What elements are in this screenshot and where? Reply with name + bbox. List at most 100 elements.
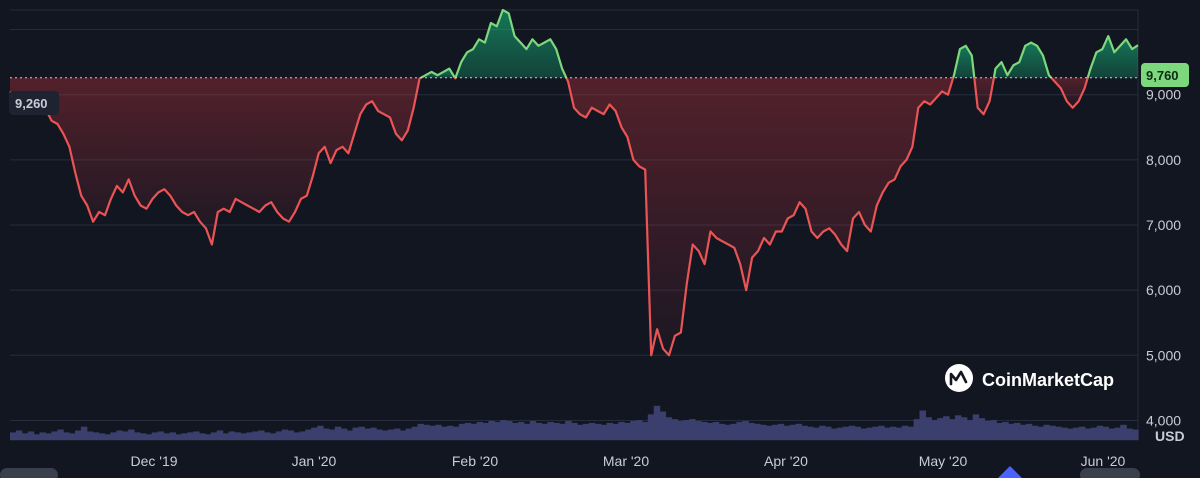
volume-bar bbox=[618, 421, 625, 440]
volume-bar bbox=[700, 421, 708, 440]
volume-bar bbox=[411, 426, 419, 440]
volume-bar bbox=[641, 421, 649, 440]
volume-bar bbox=[1078, 426, 1086, 440]
price-areas bbox=[10, 10, 1138, 356]
x-tick-label: Jan '20 bbox=[292, 453, 337, 469]
y-tick-label: 6,000 bbox=[1146, 282, 1181, 298]
range-scroll-right-handle[interactable] bbox=[1080, 468, 1140, 478]
volume-bar bbox=[500, 420, 507, 440]
volume-bar bbox=[1013, 422, 1021, 440]
volume-bar bbox=[110, 432, 117, 440]
volume-bar bbox=[175, 434, 182, 440]
volume-bar bbox=[565, 421, 572, 440]
volume-bar bbox=[305, 429, 312, 440]
volume-bar bbox=[884, 427, 891, 440]
volume-bar bbox=[1037, 426, 1045, 440]
volume-bar bbox=[240, 433, 247, 440]
volume-bar bbox=[671, 419, 678, 440]
volume-bar bbox=[216, 430, 224, 440]
volume-bar bbox=[128, 429, 135, 440]
volume-bar bbox=[919, 410, 926, 440]
y-tick-label: 7,000 bbox=[1146, 217, 1181, 233]
volume-unit-label: USD bbox=[1155, 428, 1185, 444]
volume-bar bbox=[1073, 427, 1080, 440]
volume-bar bbox=[659, 411, 667, 440]
volume-bar bbox=[122, 431, 129, 440]
volume-bar bbox=[169, 432, 176, 440]
volume-bar bbox=[742, 421, 749, 440]
range-marker-icon[interactable] bbox=[998, 466, 1022, 478]
volume-bar bbox=[10, 432, 17, 440]
volume-bar bbox=[1055, 426, 1062, 440]
volume-bar bbox=[134, 432, 141, 440]
volume-bar bbox=[464, 422, 472, 440]
area-above-baseline bbox=[1087, 36, 1138, 78]
volume-bar bbox=[647, 414, 655, 440]
volume-bar bbox=[1126, 428, 1133, 440]
volume-bar bbox=[187, 432, 194, 440]
volume-bar bbox=[1108, 428, 1115, 440]
volume-bar bbox=[689, 419, 696, 440]
volume-bar bbox=[204, 434, 212, 440]
volume-bar bbox=[783, 425, 791, 440]
volume-bar bbox=[441, 426, 448, 440]
baseline-value: 9,260 bbox=[15, 96, 48, 111]
volume-bar bbox=[801, 425, 808, 440]
volume-bar bbox=[311, 427, 318, 440]
volume-bars bbox=[10, 405, 1139, 440]
volume-bar bbox=[15, 430, 23, 440]
volume-bar bbox=[151, 432, 159, 440]
volume-bar bbox=[346, 430, 354, 440]
volume-bar bbox=[1132, 429, 1139, 440]
volume-bar bbox=[33, 434, 41, 440]
volume-bar bbox=[541, 423, 549, 440]
volume-bar bbox=[252, 431, 259, 440]
volume-bar bbox=[51, 431, 58, 440]
volume-bar bbox=[535, 422, 543, 440]
volume-bar bbox=[630, 421, 637, 440]
volume-bar bbox=[352, 427, 360, 440]
volume-bar bbox=[74, 430, 82, 440]
volume-bar bbox=[901, 425, 909, 440]
volume-bar bbox=[328, 429, 336, 440]
volume-bar bbox=[677, 421, 684, 440]
volume-bar bbox=[86, 431, 94, 440]
volume-bar bbox=[777, 423, 785, 440]
price-line-below bbox=[9, 76, 422, 246]
volume-bar bbox=[754, 423, 761, 440]
x-tick-label: Apr '20 bbox=[764, 453, 808, 469]
volume-bar bbox=[263, 432, 271, 440]
volume-bar bbox=[234, 432, 241, 440]
price-line-below bbox=[565, 77, 955, 357]
volume-bar bbox=[1061, 427, 1068, 440]
volume-bar bbox=[181, 433, 188, 440]
volume-bar bbox=[80, 426, 88, 440]
volume-bar bbox=[45, 433, 52, 440]
y-tick-label: 5,000 bbox=[1146, 347, 1181, 363]
area-above-baseline bbox=[993, 42, 1052, 78]
range-scroll-left-handle[interactable] bbox=[0, 468, 58, 478]
coinmarketcap-logo-icon bbox=[945, 364, 973, 392]
volume-bar bbox=[163, 433, 171, 440]
volume-bar bbox=[683, 420, 690, 440]
volume-bar bbox=[157, 431, 165, 440]
price-line-below bbox=[1050, 77, 1089, 109]
brand-name: CoinMarketCap bbox=[982, 370, 1114, 390]
volume-bar bbox=[92, 432, 100, 440]
volume-bar bbox=[69, 433, 76, 440]
volume-bar bbox=[1120, 424, 1127, 440]
volume-bar bbox=[665, 417, 673, 440]
volume-bar bbox=[275, 431, 283, 440]
volume-bar bbox=[405, 428, 413, 440]
volume-bar bbox=[760, 424, 767, 440]
coinmarketcap-watermark: CoinMarketCap bbox=[945, 364, 1114, 392]
baseline-badge: 9,260 bbox=[9, 91, 59, 115]
volume-bar bbox=[198, 433, 206, 440]
volume-bar bbox=[399, 430, 407, 440]
volume-bar bbox=[978, 418, 986, 440]
volume-bar bbox=[765, 425, 773, 440]
volume-bar bbox=[39, 432, 47, 440]
volume-bar bbox=[866, 427, 873, 440]
volume-bar bbox=[559, 423, 566, 440]
